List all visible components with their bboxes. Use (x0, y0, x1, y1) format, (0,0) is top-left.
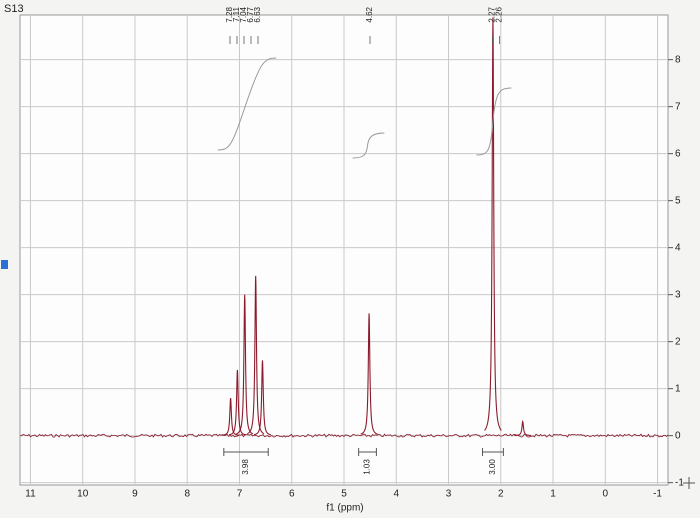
peak-label: 7.28 (225, 6, 234, 22)
x-axis-label: f1 (ppm) (326, 503, 363, 514)
y-tick-label: 1 (675, 383, 681, 394)
integral-curve (476, 87, 512, 156)
integral-value: 3.98 (241, 459, 250, 475)
integral-curve (352, 132, 385, 159)
x-tick-label: 1 (550, 489, 556, 500)
x-tick-label: 7 (237, 489, 243, 500)
peak-label: 7.04 (239, 6, 248, 22)
peak-label: 7.11 (232, 6, 241, 22)
y-tick-label: 2 (675, 336, 681, 347)
y-tick-label: 3 (675, 289, 681, 300)
peak-label: 6.63 (253, 6, 262, 22)
peak (484, 17, 502, 431)
y-tick-label: 6 (675, 148, 681, 159)
x-tick-label: 5 (341, 489, 347, 500)
y-tick-label: -1 (675, 477, 684, 488)
y-tick-label: 7 (675, 101, 681, 112)
x-tick-label: 4 (393, 489, 399, 500)
peak-label: 4.62 (365, 6, 374, 22)
x-tick-label: 11 (25, 489, 36, 500)
peak (514, 419, 532, 437)
side-handle[interactable] (1, 260, 8, 269)
peak (228, 369, 246, 436)
integral-value: 3.00 (488, 459, 497, 475)
x-tick-label: 9 (132, 489, 138, 500)
x-tick-label: 10 (77, 489, 89, 500)
peak (222, 397, 240, 436)
x-tick-label: 6 (289, 489, 295, 500)
peak-label: 6.77 (246, 6, 255, 22)
peak-label: 2.27 (488, 6, 497, 22)
x-tick-label: 3 (446, 489, 452, 500)
peak-label: 2.26 (495, 6, 504, 22)
y-tick-label: 0 (675, 430, 681, 441)
integral-curve (217, 57, 277, 151)
peak (247, 275, 265, 435)
x-tick-label: 0 (603, 489, 609, 500)
chart-title: S13 (4, 3, 24, 15)
x-tick-label: -1 (653, 489, 662, 500)
spectrum (20, 17, 668, 438)
x-tick-label: 8 (184, 489, 190, 500)
peak (360, 313, 378, 435)
y-tick-label: 8 (675, 54, 681, 65)
crosshair-icon[interactable] (683, 477, 695, 489)
x-tick-label: 2 (498, 489, 504, 500)
integral-value: 1.03 (363, 459, 372, 475)
peak (253, 360, 271, 436)
y-tick-label: 4 (675, 242, 681, 253)
baseline (20, 433, 668, 438)
y-tick-label: 5 (675, 195, 681, 206)
